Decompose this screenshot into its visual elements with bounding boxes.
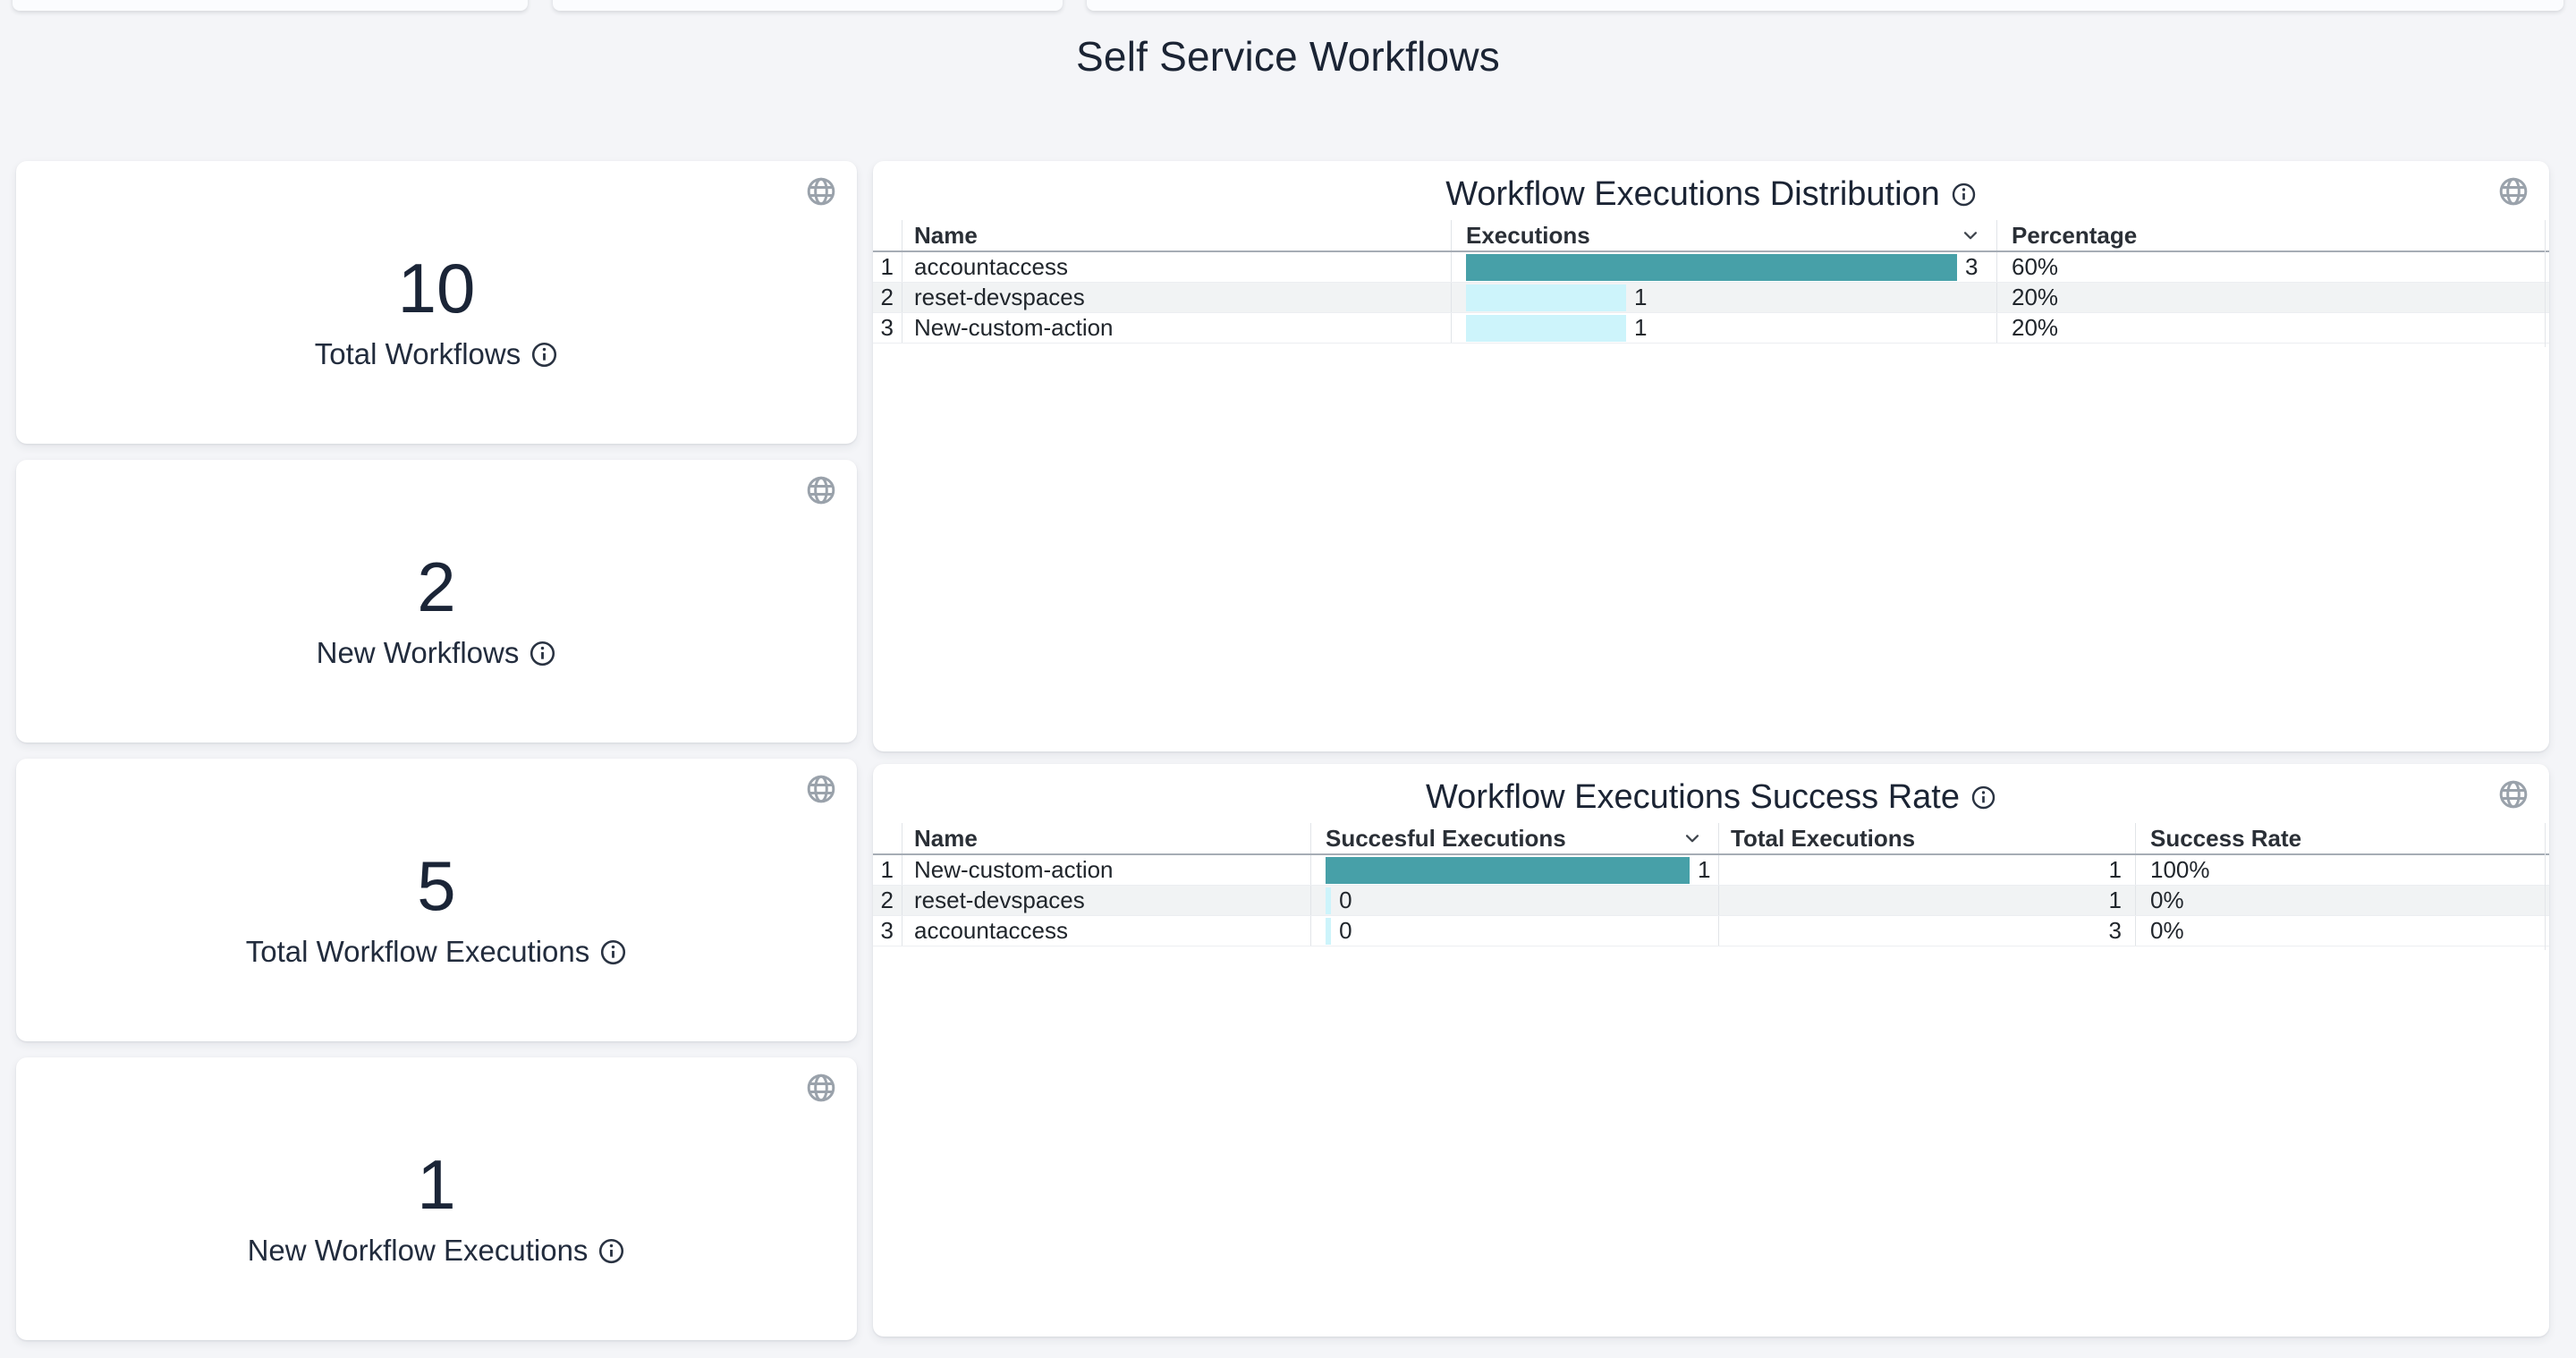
success-rate-value: 100%: [2135, 855, 2549, 885]
row-index: 1: [880, 856, 894, 883]
successful-executions-bar: [1326, 856, 1690, 884]
stat-value: 5: [417, 846, 456, 925]
top-cutoff-card-1: [13, 0, 528, 11]
stat-card-new-workflows: 2 New Workflows: [16, 460, 857, 743]
row-index: 2: [880, 887, 894, 913]
successful-executions-bar-cell: 0: [1310, 886, 1718, 915]
top-cutoff-card-2: [553, 0, 1063, 11]
column-header-total-executions[interactable]: Total Executions: [1718, 823, 2135, 853]
column-header-name[interactable]: Name: [902, 220, 1451, 250]
stat-label: New Workflows: [316, 636, 520, 669]
table-row: 2 reset-devspaces 1 20%: [873, 283, 2549, 313]
executions-bar-cell: 3: [1451, 252, 1996, 282]
row-index: 1: [880, 253, 894, 280]
row-name: reset-devspaces: [902, 886, 1310, 915]
index-header: [873, 220, 902, 250]
table-row: 3 accountaccess 0 3 0%: [873, 916, 2549, 946]
executions-bar: [1466, 253, 1957, 281]
info-icon[interactable]: [597, 1237, 625, 1265]
row-name: reset-devspaces: [902, 283, 1451, 312]
workflow-executions-success-rate-card: Workflow Executions Success Rate Name Su…: [873, 764, 2549, 1337]
stat-card-new-workflow-executions: 1 New Workflow Executions: [16, 1057, 857, 1340]
globe-icon[interactable]: [805, 773, 837, 805]
column-header-label: Executions: [1466, 221, 1590, 249]
chevron-down-icon[interactable]: [1681, 827, 1704, 850]
column-header-percentage[interactable]: Percentage: [1996, 220, 2549, 250]
row-name: accountaccess: [902, 916, 1310, 946]
success-rate-value: 0%: [2135, 916, 2549, 946]
bar-value: 1: [1633, 314, 1648, 341]
stat-card-total-workflow-executions: 5 Total Workflow Executions: [16, 759, 857, 1041]
table-card-column: Workflow Executions Distribution Name Ex…: [873, 161, 2549, 1337]
executions-bar-cell: 1: [1451, 313, 1996, 343]
info-icon[interactable]: [529, 640, 556, 667]
row-name: New-custom-action: [902, 313, 1451, 343]
total-executions-value: 1: [1718, 886, 2135, 915]
row-index: 2: [880, 284, 894, 310]
column-header-succesful-executions[interactable]: Succesful Executions: [1310, 823, 1718, 853]
stat-label: Total Workflow Executions: [245, 935, 590, 968]
row-index: 3: [880, 314, 894, 341]
stat-value: 10: [397, 249, 476, 327]
table-header-row: Name Executions Percentage: [873, 220, 2549, 252]
success-rate-value: 0%: [2135, 886, 2549, 915]
workflow-executions-distribution-card: Workflow Executions Distribution Name Ex…: [873, 161, 2549, 751]
top-cutoff-card-3: [1087, 0, 2563, 11]
table-title: Workflow Executions Success Rate: [1426, 777, 1960, 816]
info-icon[interactable]: [599, 938, 627, 966]
row-name: accountaccess: [902, 252, 1451, 282]
page-title: Self Service Workflows: [1076, 33, 1500, 80]
column-header-name[interactable]: Name: [902, 823, 1310, 853]
successful-executions-bar-cell: 0: [1310, 916, 1718, 946]
table-row: 2 reset-devspaces 0 1 0%: [873, 886, 2549, 916]
column-header-label: Succesful Executions: [1326, 824, 1566, 852]
percentage-value: 20%: [1996, 283, 2549, 312]
row-name: New-custom-action: [902, 855, 1310, 885]
total-executions-value: 1: [1718, 855, 2135, 885]
globe-icon[interactable]: [805, 175, 837, 208]
bar-value: 1: [1698, 856, 1711, 883]
index-header: [873, 823, 902, 853]
successful-executions-bar-cell: 1: [1310, 855, 1718, 885]
successful-executions-bar: [1326, 887, 1332, 914]
bar-value: 0: [1339, 917, 1352, 944]
table-header-row: Name Succesful Executions Total Executio…: [873, 823, 2549, 855]
table-row: 1 accountaccess 3 60%: [873, 252, 2549, 283]
executions-bar: [1466, 284, 1626, 311]
table-row: 1 New-custom-action 1 1 100%: [873, 855, 2549, 886]
column-divider: [2545, 220, 2546, 347]
column-header-executions[interactable]: Executions: [1451, 220, 1996, 250]
stat-value: 1: [417, 1145, 456, 1224]
successful-executions-bar: [1326, 917, 1332, 945]
bar-value: 3: [1965, 253, 1979, 280]
row-index: 3: [880, 917, 894, 944]
globe-icon[interactable]: [805, 1072, 837, 1104]
stat-value: 2: [417, 547, 456, 626]
globe-icon[interactable]: [805, 474, 837, 506]
bar-value: 1: [1633, 284, 1648, 310]
globe-icon[interactable]: [2497, 778, 2529, 811]
total-executions-value: 3: [1718, 916, 2135, 946]
percentage-value: 20%: [1996, 313, 2549, 343]
bar-value: 0: [1339, 887, 1352, 913]
percentage-value: 60%: [1996, 252, 2549, 282]
executions-bar-cell: 1: [1451, 283, 1996, 312]
stat-label: New Workflow Executions: [247, 1234, 589, 1267]
stat-card-column: 10 Total Workflows 2 New Workflows 5 Tot…: [16, 161, 857, 1340]
info-icon[interactable]: [1951, 182, 1977, 208]
table-title: Workflow Executions Distribution: [1445, 174, 1940, 213]
column-header-success-rate[interactable]: Success Rate: [2135, 823, 2549, 853]
info-icon[interactable]: [530, 341, 558, 369]
executions-bar: [1466, 314, 1626, 342]
stat-card-total-workflows: 10 Total Workflows: [16, 161, 857, 444]
info-icon[interactable]: [1970, 785, 1996, 811]
table-row: 3 New-custom-action 1 20%: [873, 313, 2549, 344]
chevron-down-icon[interactable]: [1959, 224, 1982, 247]
globe-icon[interactable]: [2497, 175, 2529, 208]
stat-label: Total Workflows: [314, 337, 521, 370]
column-divider: [2545, 823, 2546, 950]
